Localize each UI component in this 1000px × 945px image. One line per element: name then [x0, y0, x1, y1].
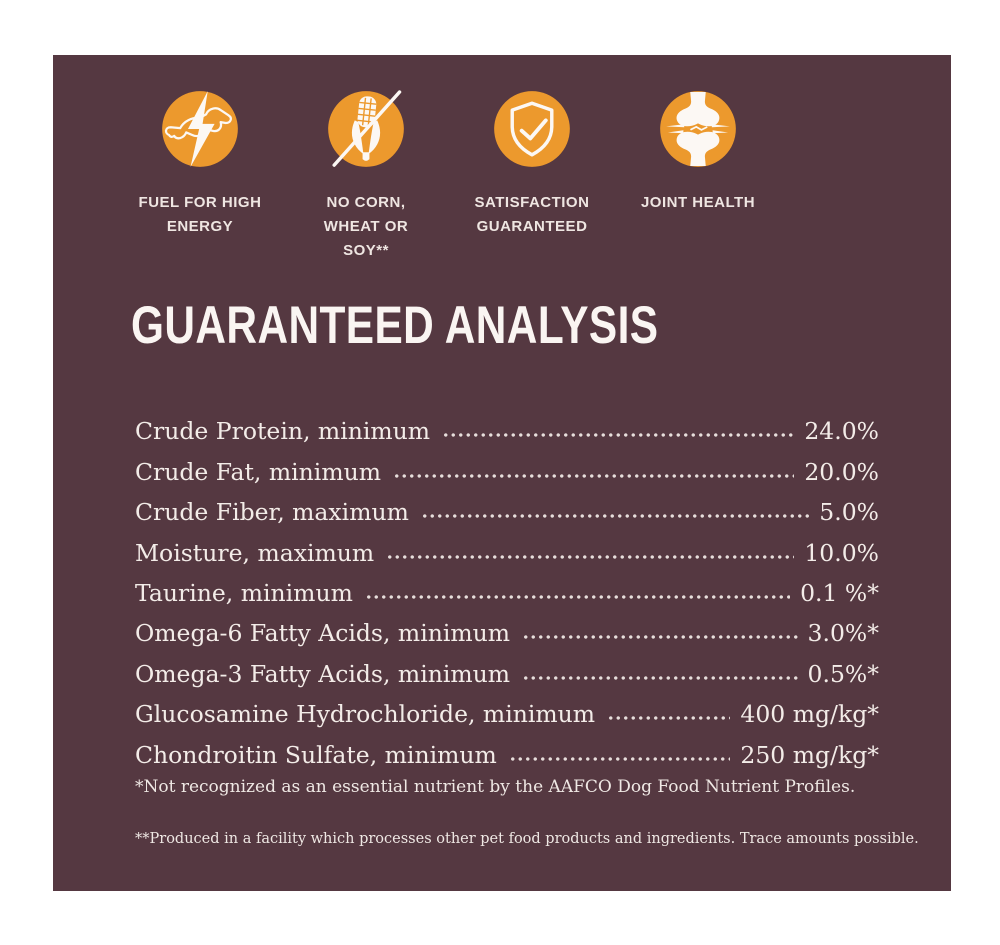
nutrient-value: 0.5%*: [807, 659, 879, 688]
table-row: Crude Fiber, maximum 5.0%: [135, 486, 879, 526]
table-row: Chondroitin Sulfate, minimum 250 mg/kg*: [135, 728, 879, 768]
dog-energy-icon: [162, 91, 238, 167]
dotted-leader: [522, 635, 798, 640]
joint-crack-right-2: [712, 130, 729, 134]
nutrient-value: 0.1 %*: [800, 578, 879, 607]
lightning-bolt-icon: [187, 91, 215, 167]
corn-cob: [357, 96, 377, 128]
shield-outline: [510, 101, 554, 157]
page-title: GUARANTEED ANALYSIS: [131, 296, 659, 355]
joint-crack-right-1: [711, 124, 730, 128]
nutrient-value: 3.0%*: [807, 619, 879, 648]
dotted-leader: [386, 554, 795, 559]
nutrient-label: Moisture, maximum: [135, 538, 375, 567]
corn-stem: [362, 152, 370, 161]
dotted-leader: [508, 756, 731, 761]
nutrient-value: 400 mg/kg*: [740, 700, 879, 729]
dotted-leader: [420, 514, 810, 519]
nutrient-value: 250 mg/kg*: [740, 740, 879, 769]
benefit-badges-row: FUEL FOR HIGH ENERGY: [117, 86, 781, 263]
guaranteed-analysis-table: Crude Protein, minimum 24.0% Crude Fat, …: [135, 405, 879, 769]
badge-label: SATISFACTION GUARANTEED: [474, 194, 590, 235]
joint-crack-left-1: [666, 124, 685, 128]
badge-label: FUEL FOR HIGH ENERGY: [138, 194, 262, 235]
no-corn-icon: [328, 90, 404, 167]
badge-joint-health: JOINT HEALTH: [615, 86, 781, 263]
nutrient-label: Chondroitin Sulfate, minimum: [135, 740, 497, 769]
shield-check-icon: [494, 91, 570, 167]
nutrient-label: Crude Fiber, maximum: [135, 498, 409, 527]
nutrient-label: Omega-6 Fatty Acids, minimum: [135, 619, 511, 648]
table-row: Crude Fat, minimum 20.0%: [135, 445, 879, 485]
footnote-facility: **Produced in a facility which processes…: [135, 831, 919, 847]
badge-satisfaction-guaranteed: SATISFACTION GUARANTEED: [449, 86, 615, 263]
checkmark: [519, 118, 548, 141]
nutrient-value: 20.0%: [804, 457, 879, 486]
nutrient-label: Taurine, minimum: [135, 578, 353, 607]
table-row: Taurine, minimum 0.1 %*: [135, 567, 879, 607]
badge-label: JOINT HEALTH: [640, 194, 756, 211]
table-row: Omega-3 Fatty Acids, minimum 0.5%*: [135, 647, 879, 687]
table-row: Moisture, maximum 10.0%: [135, 526, 879, 566]
slash-line: [332, 90, 402, 167]
table-row: Omega-6 Fatty Acids, minimum 3.0%*: [135, 607, 879, 647]
dotted-leader: [442, 433, 795, 438]
badge-fuel-for-high-energy: FUEL FOR HIGH ENERGY: [117, 86, 283, 263]
nutrient-value: 10.0%: [804, 538, 879, 567]
nutrient-value: 5.0%: [819, 498, 879, 527]
nutrient-label: Crude Fat, minimum: [135, 457, 382, 486]
dotted-leader: [393, 473, 795, 478]
badge-label: NO CORN, WHEAT OR SOY**: [323, 194, 409, 259]
footnote-aafco: *Not recognized as an essential nutrient…: [135, 777, 856, 797]
nutrient-label: Glucosamine Hydrochloride, minimum: [135, 700, 596, 729]
nutrient-label: Omega-3 Fatty Acids, minimum: [135, 659, 511, 688]
joint-crack-center: [690, 125, 708, 131]
badge-no-corn-wheat-soy: NO CORN, WHEAT OR SOY**: [283, 86, 449, 263]
dotted-leader: [607, 716, 731, 721]
joint-crack-left-2: [667, 130, 684, 134]
bone-bottom: [676, 131, 720, 166]
nutrient-value: 24.0%: [804, 417, 879, 446]
table-row: Glucosamine Hydrochloride, minimum 400 m…: [135, 688, 879, 728]
table-row: Crude Protein, minimum 24.0%: [135, 405, 879, 445]
husk-right: [368, 120, 381, 154]
dotted-leader: [364, 594, 791, 599]
guaranteed-analysis-panel: FUEL FOR HIGH ENERGY: [53, 55, 951, 891]
dotted-leader: [522, 675, 798, 680]
joint-health-icon: [660, 91, 736, 167]
bone-top: [676, 92, 720, 127]
nutrient-label: Crude Protein, minimum: [135, 417, 431, 446]
running-dog-outline: [164, 107, 232, 140]
